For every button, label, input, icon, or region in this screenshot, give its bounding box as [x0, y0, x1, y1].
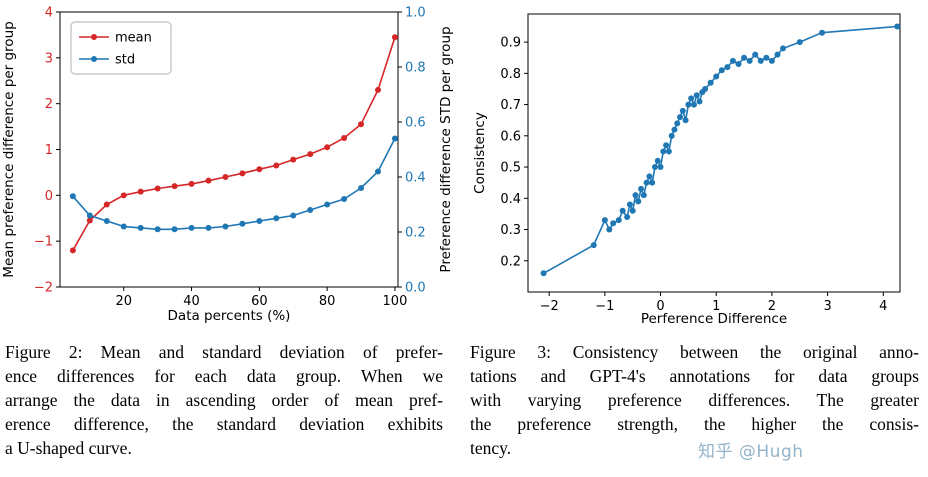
caption-line: Figure 3: Consistency between the origin… [470, 342, 919, 362]
svg-text:4: 4 [879, 299, 887, 314]
caption-line: erence difference, the standard deviatio… [5, 414, 443, 434]
figure3-caption: Figure 3: Consistency between the origin… [470, 340, 919, 460]
svg-text:100: 100 [383, 294, 408, 309]
svg-text:−2: −2 [34, 281, 53, 296]
svg-text:0.3: 0.3 [500, 223, 521, 238]
zhihu-watermark: 知乎 @Hugh [694, 436, 808, 463]
svg-text:2: 2 [45, 97, 53, 112]
svg-text:80: 80 [319, 294, 336, 309]
caption-line: with varying preference differences. The… [470, 390, 919, 410]
svg-text:40: 40 [183, 294, 200, 309]
svg-text:Perference Difference: Perference Difference [641, 311, 787, 327]
svg-text:4: 4 [45, 6, 53, 21]
svg-text:std: std [115, 53, 135, 68]
svg-text:0.4: 0.4 [405, 171, 426, 186]
svg-text:0.6: 0.6 [405, 116, 426, 131]
svg-text:Data percents (%): Data percents (%) [168, 308, 291, 324]
svg-text:0.5: 0.5 [500, 161, 521, 176]
svg-text:0.7: 0.7 [500, 98, 521, 113]
caption-line: a U-shaped curve. [5, 438, 132, 458]
svg-text:Preference difference STD per: Preference difference STD per group [438, 26, 454, 272]
figure2-caption: Figure 2: Mean and standard deviation of… [5, 340, 443, 460]
svg-text:0.8: 0.8 [405, 61, 426, 76]
svg-text:0.4: 0.4 [500, 192, 521, 207]
svg-text:0.6: 0.6 [500, 129, 521, 144]
svg-text:0.9: 0.9 [500, 36, 521, 51]
svg-text:0.2: 0.2 [405, 226, 426, 241]
svg-text:Consistency: Consistency [472, 112, 488, 194]
svg-text:0.8: 0.8 [500, 67, 521, 82]
caption-line: tations and GPT-4's annotations for data… [470, 366, 919, 386]
svg-text:20: 20 [115, 294, 132, 309]
svg-text:1: 1 [712, 299, 720, 314]
svg-text:mean: mean [115, 31, 152, 46]
caption-line: arrange the data in ascending order of m… [5, 390, 443, 410]
svg-text:−2: −2 [540, 299, 559, 314]
svg-text:0.0: 0.0 [405, 281, 426, 296]
svg-text:2: 2 [768, 299, 776, 314]
figure3-chart: −2 −1 0 1 2 3 4 Perference Difference 0.2 0.3 0.4 0… [472, 13, 901, 327]
svg-text:60: 60 [251, 294, 268, 309]
svg-text:1.0: 1.0 [405, 6, 426, 21]
caption-line: ence differences for each data group. Wh… [5, 366, 443, 386]
svg-text:0: 0 [656, 299, 664, 314]
svg-text:3: 3 [45, 51, 53, 66]
svg-text:−1: −1 [595, 299, 614, 314]
svg-text:0.2: 0.2 [500, 254, 521, 269]
figure2-chart: 20 40 60 80 100 Data percents (%) −2 −1 0 1 2 3 4 Mea… [1, 6, 454, 325]
svg-text:1: 1 [45, 143, 53, 158]
caption-line: Figure 2: Mean and standard deviation of… [5, 342, 443, 362]
svg-text:Mean preference difference per: Mean preference difference per group [1, 21, 17, 277]
svg-text:0: 0 [45, 189, 53, 204]
caption-line: the preference strength, the higher the … [470, 414, 919, 434]
caption-line: tency. [470, 438, 512, 458]
svg-text:−1: −1 [34, 235, 53, 250]
svg-text:3: 3 [823, 299, 831, 314]
